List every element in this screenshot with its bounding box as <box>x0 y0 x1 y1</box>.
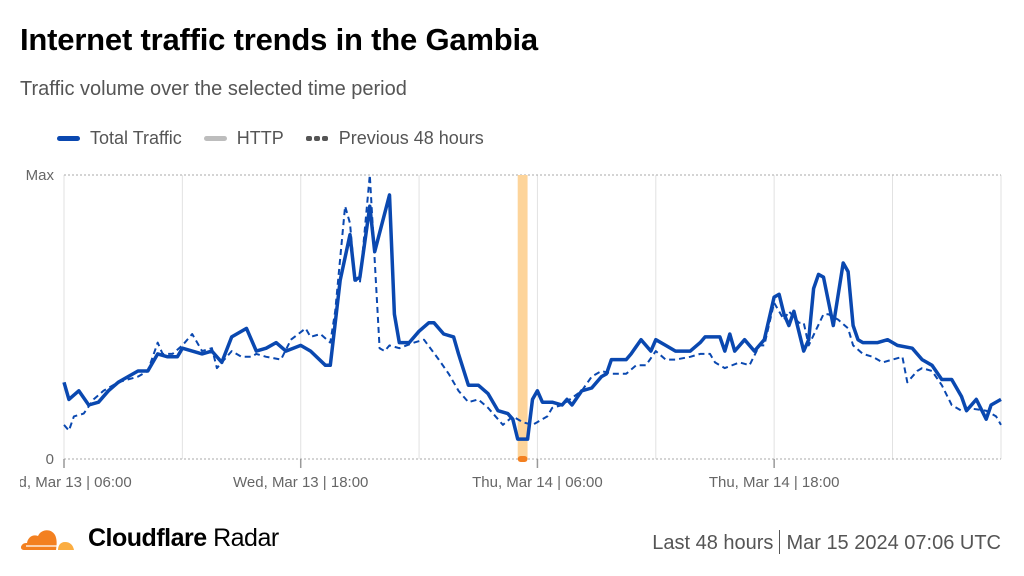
dashed-line-swatch-icon <box>305 136 329 141</box>
x-tick-label: Thu, Mar 14 | 06:00 <box>472 474 603 491</box>
highlight-band <box>517 175 528 459</box>
legend-item-total-traffic[interactable]: Total Traffic <box>57 128 182 149</box>
x-tick-label: Wed, Mar 13 | 06:00 <box>0 474 132 491</box>
solid-line-swatch-icon <box>57 136 80 141</box>
legend-item-previous-48-hours[interactable]: Previous 48 hours <box>305 128 484 149</box>
timestamp: Mar 15 2024 07:06 UTC <box>786 532 1001 554</box>
page-title: Internet traffic trends in the Gambia <box>20 22 538 57</box>
x-tick-label: Wed, Mar 13 | 18:00 <box>233 474 368 491</box>
legend-label: Total Traffic <box>90 128 182 148</box>
time-range-label: Last 48 hours <box>652 532 774 554</box>
page-subtitle: Traffic volume over the selected time pe… <box>20 78 407 100</box>
cloudflare-logo <box>20 522 76 557</box>
highlight-marker <box>517 456 528 462</box>
solid-line-swatch-icon <box>203 136 227 141</box>
series-line-total-traffic <box>62 193 1002 441</box>
chart-legend: Total Traffic HTTP Previous 48 hours <box>57 128 506 149</box>
legend-label: HTTP <box>236 128 284 148</box>
divider <box>779 530 781 554</box>
y-tick-label: Max <box>26 167 55 184</box>
x-tick-label: Thu, Mar 14 | 18:00 <box>709 474 840 491</box>
brand-name: Cloudflare Radar <box>88 524 279 553</box>
brand-bold: Cloudflare <box>88 524 207 552</box>
series-line-previous-48-hours <box>63 174 1002 432</box>
brand-light: Radar <box>213 524 279 552</box>
y-tick-label: 0 <box>46 451 54 468</box>
legend-label: Previous 48 hours <box>338 128 484 148</box>
legend-item-http[interactable]: HTTP <box>203 128 284 149</box>
time-range-stamp: Last 48 hours Mar 15 2024 07:06 UTC <box>652 530 1001 555</box>
